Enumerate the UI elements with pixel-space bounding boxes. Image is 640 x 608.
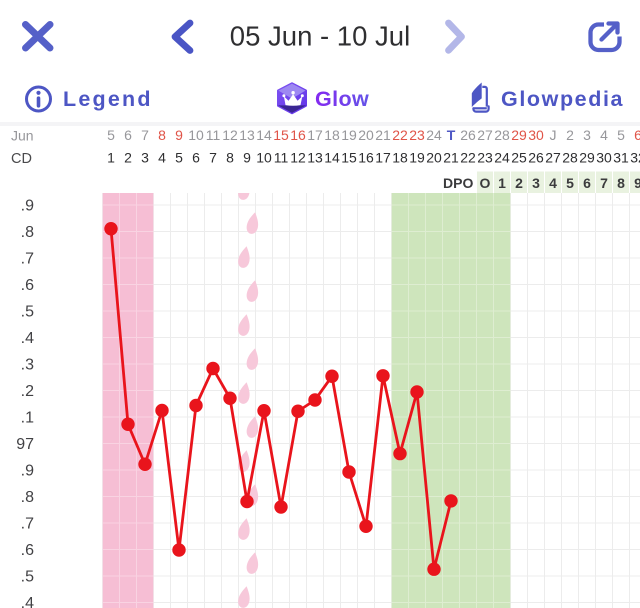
svg-text:20: 20 [426, 150, 442, 166]
svg-text:5: 5 [107, 127, 115, 143]
svg-text:28: 28 [494, 127, 510, 143]
svg-text:7: 7 [141, 127, 149, 143]
svg-text:.6: .6 [21, 277, 34, 294]
svg-text:6: 6 [583, 175, 591, 191]
svg-text:23: 23 [477, 150, 493, 166]
svg-text:19: 19 [409, 150, 425, 166]
svg-text:2: 2 [515, 175, 523, 191]
svg-text:4: 4 [600, 127, 608, 143]
svg-text:.8: .8 [21, 224, 34, 241]
svg-text:7: 7 [209, 150, 217, 166]
svg-text:DPO: DPO [443, 175, 473, 191]
svg-text:.4: .4 [21, 330, 34, 347]
svg-text:31: 31 [613, 150, 629, 166]
svg-text:.4: .4 [21, 595, 34, 608]
svg-text:Jun: Jun [11, 128, 34, 144]
svg-text:28: 28 [562, 150, 578, 166]
svg-text:8: 8 [617, 175, 625, 191]
svg-text:25: 25 [511, 150, 527, 166]
svg-text:CD: CD [11, 151, 32, 167]
svg-text:6: 6 [124, 127, 132, 143]
svg-text:2: 2 [566, 127, 574, 143]
svg-text:26: 26 [460, 127, 476, 143]
svg-text:14: 14 [256, 127, 272, 143]
svg-text:12: 12 [290, 150, 306, 166]
svg-text:4: 4 [158, 150, 166, 166]
svg-text:22: 22 [460, 150, 476, 166]
svg-text:Legend: Legend [63, 87, 153, 111]
svg-text:30: 30 [596, 150, 612, 166]
svg-text:21: 21 [375, 127, 391, 143]
svg-text:3: 3 [583, 127, 591, 143]
svg-text:22: 22 [392, 127, 408, 143]
svg-text:T: T [447, 127, 456, 143]
svg-text:6: 6 [192, 150, 200, 166]
svg-text:3: 3 [532, 175, 540, 191]
svg-text:27: 27 [477, 127, 493, 143]
svg-text:15: 15 [273, 127, 289, 143]
svg-text:O: O [480, 175, 491, 191]
svg-text:1: 1 [498, 175, 506, 191]
svg-text:24: 24 [426, 127, 442, 143]
svg-text:J: J [550, 127, 557, 143]
svg-text:11: 11 [274, 150, 289, 166]
svg-text:18: 18 [324, 127, 340, 143]
svg-text:29: 29 [511, 127, 527, 143]
svg-text:.9: .9 [21, 198, 34, 215]
svg-text:18: 18 [392, 150, 408, 166]
svg-text:9: 9 [634, 175, 640, 191]
svg-text:6: 6 [634, 127, 640, 143]
svg-text:Glow: Glow [315, 87, 369, 111]
svg-text:.2: .2 [21, 383, 34, 400]
svg-text:8: 8 [226, 150, 234, 166]
svg-text:97: 97 [16, 436, 34, 453]
svg-text:13: 13 [239, 127, 255, 143]
svg-text:10: 10 [256, 150, 272, 166]
svg-text:16: 16 [358, 150, 374, 166]
svg-text:5: 5 [566, 175, 574, 191]
svg-text:13: 13 [307, 150, 323, 166]
svg-text:05 Jun - 10 Jul: 05 Jun - 10 Jul [230, 21, 410, 52]
svg-text:9: 9 [175, 127, 183, 143]
svg-text:.7: .7 [21, 251, 34, 268]
svg-text:.7: .7 [21, 516, 34, 533]
svg-text:4: 4 [549, 175, 557, 191]
svg-text:24: 24 [494, 150, 510, 166]
svg-text:.8: .8 [21, 489, 34, 506]
svg-text:23: 23 [409, 127, 425, 143]
svg-text:12: 12 [222, 127, 238, 143]
svg-text:5: 5 [175, 150, 183, 166]
svg-text:.3: .3 [21, 357, 34, 374]
svg-text:9: 9 [243, 150, 251, 166]
svg-text:15: 15 [341, 150, 357, 166]
svg-text:Glowpedia: Glowpedia [501, 87, 624, 111]
svg-text:17: 17 [307, 127, 323, 143]
svg-text:8: 8 [158, 127, 166, 143]
svg-text:29: 29 [579, 150, 595, 166]
svg-text:26: 26 [528, 150, 544, 166]
svg-text:.1: .1 [21, 410, 34, 427]
svg-text:7: 7 [600, 175, 608, 191]
svg-text:2: 2 [124, 150, 132, 166]
svg-text:30: 30 [528, 127, 544, 143]
svg-text:21: 21 [443, 150, 459, 166]
svg-text:14: 14 [324, 150, 340, 166]
svg-text:19: 19 [341, 127, 357, 143]
svg-text:16: 16 [290, 127, 306, 143]
svg-text:20: 20 [358, 127, 374, 143]
svg-text:17: 17 [375, 150, 391, 166]
svg-text:27: 27 [545, 150, 561, 166]
svg-text:1: 1 [107, 150, 115, 166]
svg-text:3: 3 [141, 150, 149, 166]
svg-text:.6: .6 [21, 542, 34, 559]
svg-text:.9: .9 [21, 463, 34, 480]
svg-text:10: 10 [188, 127, 204, 143]
svg-text:5: 5 [617, 127, 625, 143]
svg-text:.5: .5 [21, 569, 34, 586]
svg-text:11: 11 [206, 127, 221, 143]
svg-text:32: 32 [630, 150, 640, 166]
svg-text:.5: .5 [21, 304, 34, 321]
